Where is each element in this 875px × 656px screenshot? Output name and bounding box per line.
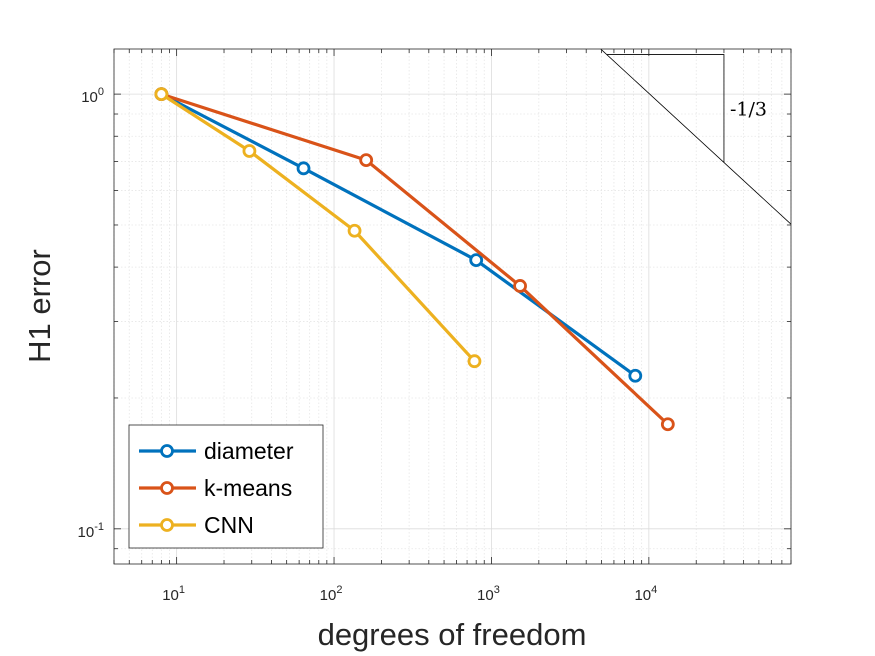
slope-reference-line	[600, 49, 791, 225]
data-point-diameter	[296, 161, 311, 176]
data-point-diameter	[628, 368, 643, 383]
data-point-k-means	[359, 153, 374, 168]
slope-triangle: -1/3	[600, 49, 791, 225]
x-tick-label: 103	[477, 584, 500, 604]
y-tick-label: 10-1	[78, 521, 104, 541]
y-axis-label: H1 error	[22, 249, 57, 363]
series-line-CNN	[160, 92, 476, 363]
x-axis-label: degrees of freedom	[318, 617, 587, 652]
data-point-CNN	[467, 354, 482, 369]
slope-label: -1/3	[730, 99, 767, 121]
x-tick-label: 104	[634, 584, 657, 604]
y-tick-label: 100	[81, 86, 104, 106]
data-point-k-means	[513, 279, 527, 293]
plot-frame	[113, 48, 792, 565]
series-lines	[154, 87, 675, 432]
data-point-k-means	[660, 417, 675, 432]
slope-triangle-legs	[606, 54, 725, 163]
data-point-CNN	[347, 223, 362, 238]
data-point-CNN	[242, 144, 257, 158]
legend: diameter k-means CNN	[128, 424, 324, 549]
series-line-k-means	[160, 92, 669, 426]
legend-marker-k-means	[160, 481, 174, 495]
legend-marker-diameter	[160, 444, 174, 458]
data-point-CNN	[154, 87, 169, 102]
legend-marker-CNN	[160, 518, 174, 532]
legend-label-k-means: k-means	[204, 475, 292, 501]
data-point-diameter	[469, 253, 484, 268]
x-tick-label: 101	[162, 584, 185, 604]
legend-label-CNN: CNN	[204, 512, 254, 538]
legend-label-diameter: diameter	[204, 438, 294, 464]
x-tick-label: 102	[320, 584, 343, 604]
tick-labels: 101 102 103 104 10-1 100	[78, 86, 658, 604]
axis-ticks	[113, 49, 792, 564]
